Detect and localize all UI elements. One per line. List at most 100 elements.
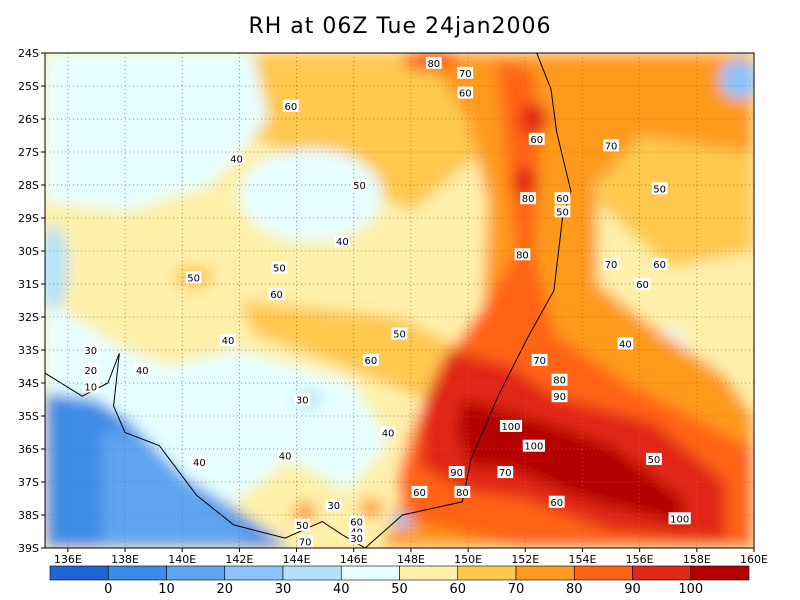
x-tick-label: 144E — [283, 553, 311, 566]
x-tick-label: 148E — [397, 553, 425, 566]
rh-region — [239, 148, 383, 242]
y-tick-label: 38S — [18, 509, 39, 522]
contour-label: 60 — [653, 260, 666, 271]
contour-label: 50 — [187, 273, 200, 284]
contour-label-bg — [454, 485, 471, 498]
grid-lines — [45, 53, 754, 548]
plot-frame — [44, 52, 755, 549]
y-tick-label: 30S — [18, 245, 39, 258]
x-tick-label: 140E — [168, 553, 196, 566]
contour-label-bg — [351, 179, 368, 191]
contour-label: 100 — [670, 514, 689, 525]
colorbar-swatch — [340, 565, 400, 581]
y-tick-label: 25S — [18, 80, 39, 93]
contour-label: 100 — [524, 442, 543, 453]
rh-region — [359, 498, 383, 519]
contour-label-bg — [554, 192, 571, 205]
contour-label-bg — [82, 344, 99, 356]
chart-title: RH at 06Z Tue 24jan2006 — [248, 14, 552, 39]
contour-label: 50 — [393, 330, 406, 341]
rh-region — [293, 501, 317, 522]
contour-labels: 80 70 60 60 60 70 40 50 50 80 60 50 40 80 70 60 50 50 60 60… — [82, 56, 691, 548]
contour-label-bg — [191, 456, 208, 469]
contour-label-bg — [551, 390, 568, 403]
contour-label-bg — [457, 66, 474, 79]
x-tick-label: 158E — [683, 553, 711, 566]
contour-label-bg — [531, 353, 548, 366]
y-tick-label: 36S — [18, 443, 39, 456]
y-axis: 24S 25S 26S 27S 28S 29S 30S 31S 32S 33S 34S 35S 36S 3… — [18, 47, 45, 555]
contour-label: 40 — [619, 339, 632, 350]
contour-label-bg — [268, 287, 285, 300]
contour-label: 70 — [459, 69, 472, 80]
rh-region — [102, 429, 254, 548]
contour-label-bg — [220, 334, 236, 347]
colorbar-label: 20 — [216, 582, 233, 597]
contour-label: 40 — [336, 237, 349, 248]
contour-label: 50 — [648, 455, 661, 466]
contour-label-bg — [82, 363, 99, 376]
contour-label: 60 — [636, 280, 649, 291]
contour-label-bg — [271, 261, 288, 274]
rh-region — [45, 300, 389, 509]
x-tick-label: 136E — [54, 553, 82, 566]
contour-label: 80 — [553, 376, 566, 387]
contour-label-bg — [646, 452, 662, 465]
contour-label: 70 — [605, 141, 618, 152]
colorbar-label: 60 — [449, 582, 466, 597]
contour-label: 40 — [222, 336, 235, 347]
y-tick-label: 28S — [18, 179, 39, 192]
x-tick-label: 146E — [340, 553, 368, 566]
contour-label: 60 — [550, 498, 563, 509]
contour-label: 80 — [516, 250, 529, 261]
contour-label-bg — [499, 419, 523, 432]
contour-label-bg — [514, 248, 531, 261]
colorbar-label: 10 — [158, 582, 175, 597]
contour-label: 80 — [427, 59, 440, 70]
colorbar-label: 80 — [566, 582, 583, 597]
colorbar-swatch — [224, 565, 284, 581]
contour-label-bg — [391, 327, 408, 340]
contour-label-bg — [363, 353, 379, 366]
contour-label: 90 — [450, 468, 463, 479]
contour-label-bg — [294, 393, 311, 406]
contour-label: 50 — [273, 264, 286, 275]
contour-label-bg — [551, 373, 568, 386]
colorbar-swatch — [49, 565, 109, 581]
contour-label-bg — [185, 271, 202, 284]
contour-label: 60 — [270, 290, 283, 301]
rh-region — [45, 224, 68, 311]
contour-label: 30 — [84, 346, 97, 357]
y-tick-label: 24S — [18, 47, 39, 60]
contour-label-bg — [668, 512, 691, 525]
contour-label: 30 — [296, 396, 309, 407]
colorbar-swatch — [690, 565, 750, 581]
contour-label-bg — [554, 205, 571, 218]
x-tick-label: 150E — [454, 553, 482, 566]
contour-label: 80 — [522, 194, 535, 205]
contour-label: 60 — [556, 194, 569, 205]
contour-label: 60 — [459, 89, 472, 100]
colorbar-swatch — [515, 565, 575, 581]
contour-label-bg — [297, 535, 314, 548]
y-tick-label: 34S — [18, 377, 39, 390]
x-tick-label: 142E — [225, 553, 253, 566]
contour-label: 30 — [327, 501, 340, 512]
contour-label-bg — [282, 99, 299, 112]
x-tick-label: 138E — [111, 553, 139, 566]
colorbar-swatch — [282, 565, 342, 581]
contour-label: 60 — [365, 356, 378, 367]
colorbar-label: 0 — [104, 582, 112, 597]
contour-label-bg — [522, 439, 545, 452]
colorbar-swatch — [399, 565, 459, 581]
contour-label: 60 — [530, 135, 543, 146]
contour-label-bg — [334, 235, 351, 248]
contour-label-bg — [457, 86, 474, 99]
contour-label: 50 — [296, 521, 309, 532]
x-tick-label: 154E — [568, 553, 596, 566]
contour-label-bg — [448, 466, 465, 479]
y-tick-label: 32S — [18, 311, 39, 324]
contour-label: 30 — [350, 534, 363, 545]
contour-label-bg — [294, 518, 311, 531]
